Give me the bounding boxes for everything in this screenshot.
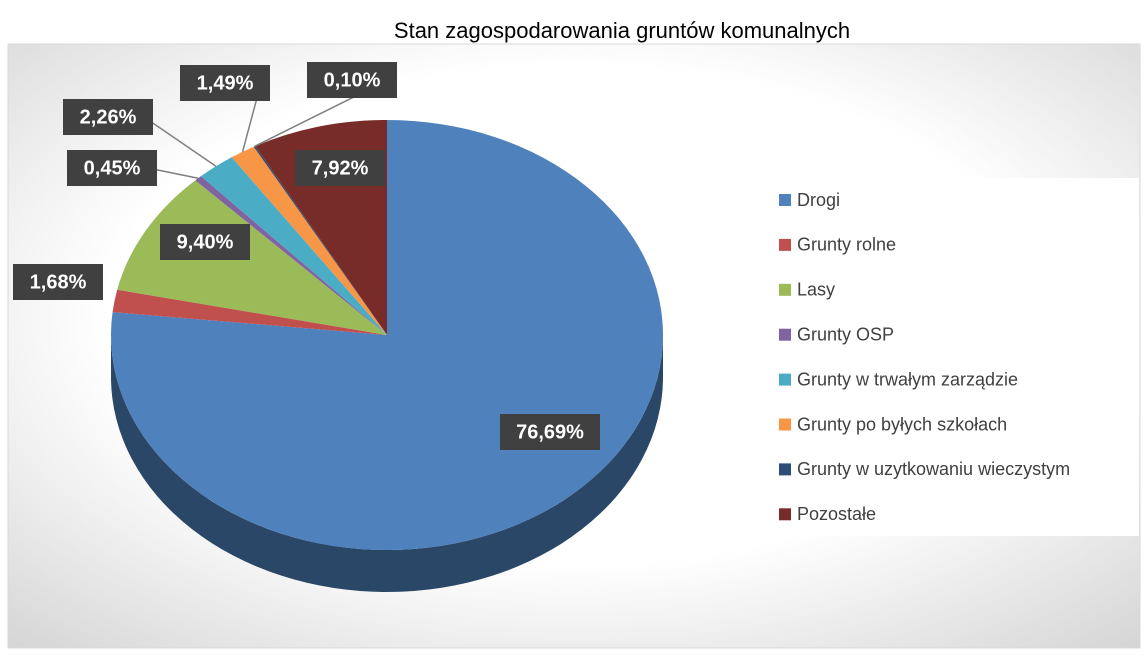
pie-slice [195, 176, 387, 335]
legend-label: Grunty w trwałym zarządzie [797, 369, 1018, 389]
data-label: 2,26% [80, 106, 137, 128]
legend-swatch [779, 194, 791, 206]
data-label-box [295, 150, 385, 186]
data-label-box [500, 414, 600, 450]
data-label: 0,45% [84, 157, 141, 179]
data-label: 1,49% [197, 72, 254, 94]
pie-slice [112, 289, 388, 335]
legend-label: Lasy [797, 280, 835, 300]
legend-label: Grunty po byłych szkołach [797, 414, 1007, 434]
pie-side [111, 335, 663, 592]
pie-slice [200, 157, 387, 335]
legend-swatch [779, 508, 791, 521]
legend-label: Pozostałe [797, 504, 876, 524]
pie-slice [117, 180, 387, 335]
data-label-box [13, 264, 103, 300]
legend-label: Drogi [797, 190, 840, 210]
legend-swatch [779, 328, 791, 341]
data-label: 0,10% [324, 69, 381, 91]
legend-swatch [779, 463, 791, 476]
data-label: 7,92% [312, 157, 369, 179]
pie-slice [253, 146, 387, 335]
data-label-box [180, 65, 270, 101]
legend-swatch [779, 373, 791, 386]
legend-swatch [779, 283, 791, 296]
legend-box [765, 178, 1139, 536]
data-label-box [63, 99, 153, 135]
data-label: 9,40% [177, 231, 234, 253]
leader-line [143, 116, 217, 167]
data-label: 76,69% [516, 421, 584, 443]
data-label-box [160, 224, 250, 260]
legend-label: Grunty OSP [797, 324, 894, 344]
legend-label: Grunty rolne [797, 235, 896, 255]
legend-swatch [779, 238, 791, 251]
data-label: 1,68% [30, 271, 87, 293]
pie-slice [231, 146, 387, 335]
data-label-box [67, 150, 157, 186]
legend-label: Grunty w uzytkowaniu wieczystym [797, 459, 1070, 479]
legend-swatch [779, 418, 791, 431]
chart-title: Stan zagospodarowania gruntów komunalnyc… [394, 18, 850, 43]
data-label-box [307, 62, 397, 98]
